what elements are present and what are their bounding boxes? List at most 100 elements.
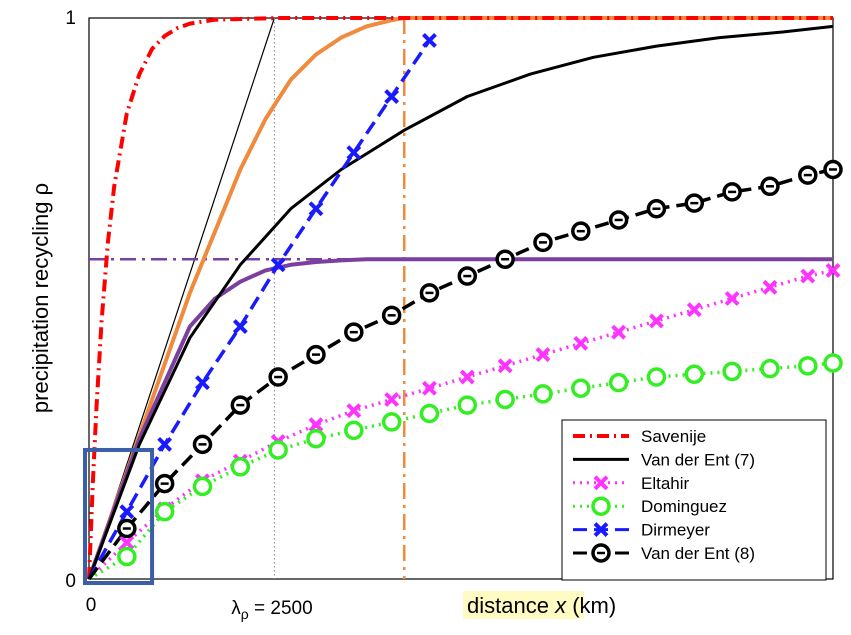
eltahir-marker <box>593 475 609 491</box>
van-der-ent-8-marker <box>117 518 137 539</box>
y-axis-label: precipitation recycling ρ <box>28 183 53 413</box>
dominguez-marker <box>591 496 611 516</box>
eltahir-marker <box>384 392 400 407</box>
dirmeyer-marker <box>346 145 362 161</box>
dirmeyer-marker <box>270 257 286 273</box>
dominguez-marker <box>268 440 288 460</box>
dominguez-marker <box>192 476 213 497</box>
x-axis-label-prefix: distance <box>467 593 549 618</box>
eltahir-marker <box>686 302 702 318</box>
eltahir-marker <box>800 268 816 284</box>
lambda-tick-label: λρ = 2500 <box>231 598 312 622</box>
dirmeyer-marker <box>157 436 173 452</box>
eltahir-marker <box>649 313 664 329</box>
lambda-value: = 2500 <box>249 598 313 619</box>
dominguez-marker <box>571 378 591 399</box>
legend-entry: Van der Ent (8) <box>573 543 755 563</box>
van-der-ent-8-marker <box>571 221 591 241</box>
legend-label: Dominguez <box>641 497 727 516</box>
orange-curve <box>87 16 833 580</box>
dirmeyer-marker <box>119 504 135 520</box>
dominguez-marker <box>154 501 175 522</box>
van-der-ent-8-marker <box>344 322 364 342</box>
van-der-ent-8-marker <box>230 395 251 415</box>
legend-label: Van der Ent (7) <box>641 450 755 469</box>
van-der-ent-8-marker <box>646 198 667 219</box>
dirmeyer-marker <box>422 33 437 48</box>
purple-curve <box>87 257 833 580</box>
legend-entry: Dirmeyer <box>573 521 710 540</box>
eltahir-marker <box>724 291 740 306</box>
dirmeyer-marker <box>195 375 210 391</box>
y-tick-label: 0 <box>65 571 76 592</box>
van-der-ent-8-marker <box>591 543 611 563</box>
dominguez-marker <box>823 353 843 373</box>
van-der-ent-8-marker <box>306 344 326 365</box>
dirmeyer-marker <box>232 319 248 334</box>
van-der-ent-8-marker <box>154 473 175 494</box>
savenije-line <box>87 16 833 580</box>
eltahir-marker <box>497 358 513 374</box>
dominguez-marker <box>684 364 705 384</box>
dominguez-marker <box>722 361 742 382</box>
van-der-ent-8-marker <box>495 249 515 269</box>
eltahir-marker <box>346 403 362 419</box>
eltahir-marker <box>535 347 551 363</box>
van-der-ent-8-marker <box>533 232 553 253</box>
legend: Savenije Van der Ent (7) Eltahir Dominguez D… <box>561 419 827 581</box>
van-der-ent-8-marker <box>823 159 843 180</box>
dominguez-marker <box>798 356 818 376</box>
legend-label: Savenije <box>641 427 706 446</box>
eltahir-marker <box>119 535 135 550</box>
dominguez-marker <box>457 395 478 415</box>
van-der-ent-8-marker <box>684 193 705 213</box>
x-axis-label-var: x <box>554 593 567 618</box>
dominguez-marker <box>117 546 137 567</box>
dominguez-line <box>88 361 834 581</box>
legend-entry: Van der Ent (7) <box>573 450 755 469</box>
van-der-ent-8-marker <box>608 210 629 230</box>
legend-label: Dirmeyer <box>641 521 710 540</box>
van-der-ent-8-marker <box>268 367 288 387</box>
van-der-ent-8-marker <box>192 434 213 455</box>
van-der-ent-7-line <box>87 24 834 580</box>
legend-label: Van der Ent (8) <box>641 544 755 563</box>
eltahir-marker <box>422 380 437 396</box>
legend-entry: Savenije <box>573 427 706 446</box>
dirmeyer-marker <box>384 89 400 104</box>
van-der-ent-8-marker <box>457 266 478 286</box>
dominguez-marker <box>533 384 553 404</box>
eltahir-marker <box>459 369 475 385</box>
van-der-ent-8-marker <box>760 176 780 197</box>
eltahir-marker <box>611 324 627 340</box>
van-der-ent-8-marker <box>798 165 818 185</box>
x-tick-label: 0 <box>86 595 97 616</box>
eltahir-marker <box>825 263 841 278</box>
eltahir-marker <box>308 417 324 433</box>
highlight-box <box>83 447 155 585</box>
y-tick-label: 1 <box>65 8 76 29</box>
markers-group <box>117 33 843 567</box>
eltahir-marker <box>762 279 778 295</box>
dirmeyer-marker <box>308 201 324 217</box>
legend-entry: Eltahir <box>573 474 690 493</box>
lambda-symbol: λ <box>231 598 241 619</box>
van-der-ent-8-marker <box>381 305 402 326</box>
dominguez-marker <box>306 429 326 449</box>
dominguez-marker <box>495 389 515 410</box>
dominguez-marker <box>760 358 780 379</box>
dominguez-marker <box>230 457 251 477</box>
eltahir-marker <box>573 335 589 351</box>
dominguez-marker <box>419 403 440 424</box>
dominguez-marker <box>646 367 667 387</box>
x-axis-label: distance x (km) <box>467 593 616 618</box>
lambda-subscript: ρ <box>241 606 249 622</box>
legend-entries: Savenije Van der Ent (7) Eltahir Dominguez D… <box>573 427 755 563</box>
dominguez-marker <box>608 372 629 393</box>
dominguez-marker <box>344 420 364 441</box>
x-axis-label-unit: (km) <box>572 593 616 618</box>
van-der-ent-8-marker <box>722 182 742 202</box>
van-der-ent-8-marker <box>419 283 440 303</box>
legend-label: Eltahir <box>641 474 690 493</box>
